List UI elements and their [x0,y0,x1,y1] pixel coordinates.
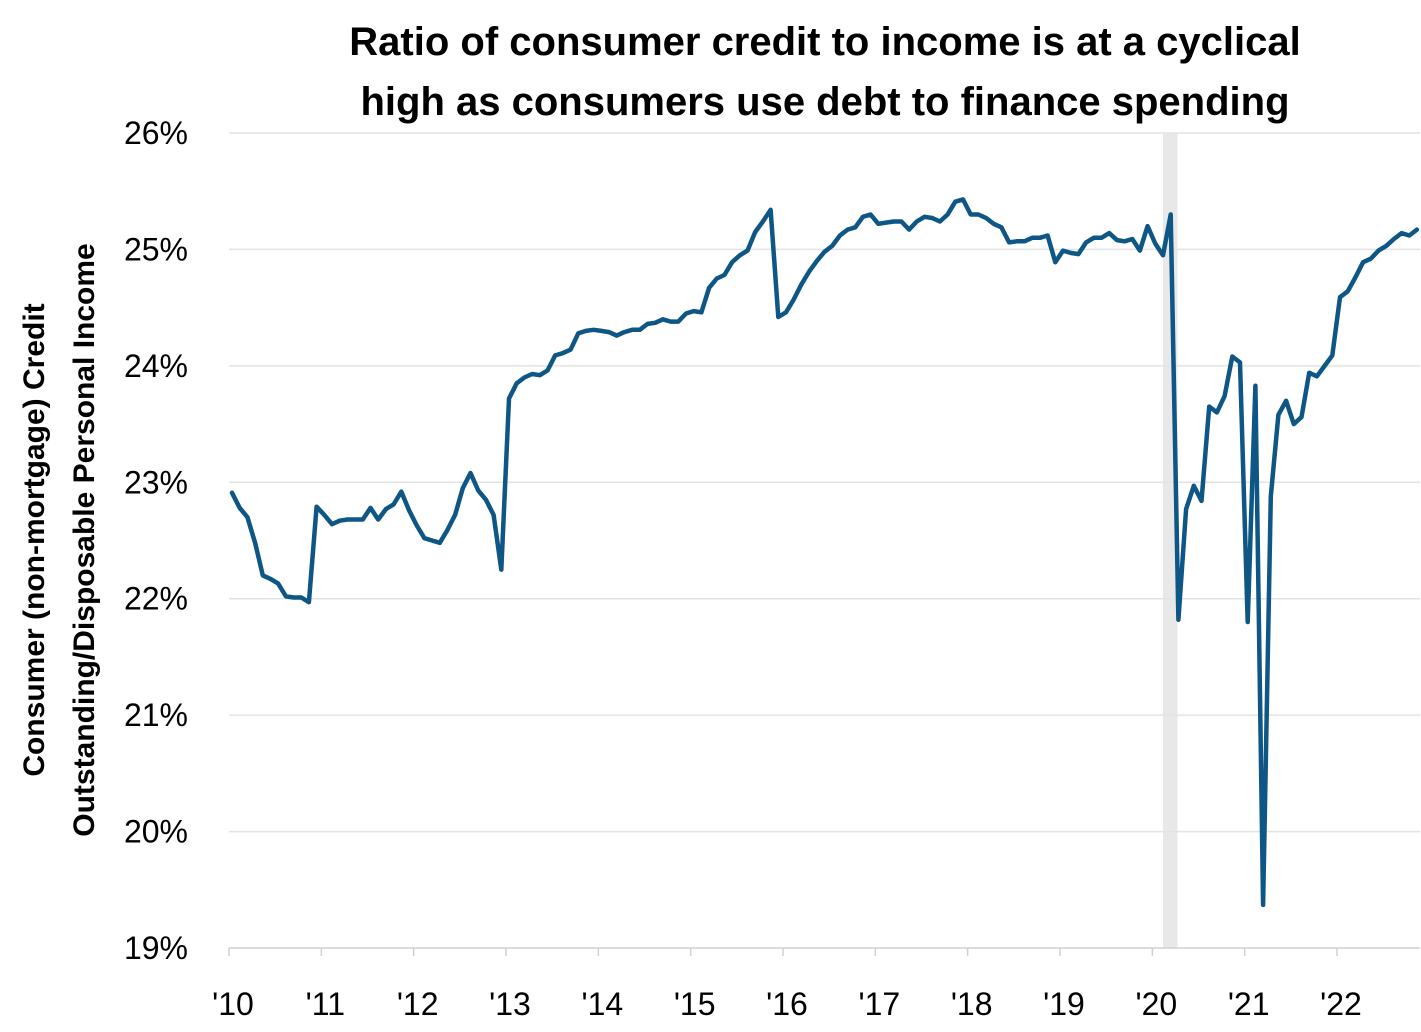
x-tick-label: '17 [858,986,900,1022]
x-tick-label: '12 [397,986,439,1022]
chart-title-line-2: high as consumers use debt to finance sp… [360,80,1290,124]
y-tick-label: 19% [124,930,188,966]
y-tick-label: 20% [124,814,188,850]
x-tick-label: '16 [766,986,808,1022]
x-tick-label: '18 [951,986,993,1022]
series-line [229,197,1420,908]
x-tick-label: '10 [212,986,254,1022]
y-tick-label: 24% [124,348,188,384]
x-tick-label: '19 [1043,986,1085,1022]
chart-title-line-1: Ratio of consumer credit to income is at… [349,20,1301,64]
x-tick-label: '15 [674,986,716,1022]
chart-title: Ratio of consumer credit to income is at… [229,12,1421,132]
x-tick-label: '22 [1320,986,1362,1022]
y-tick-label: 22% [124,581,188,617]
y-tick-label: 25% [124,231,188,267]
x-tick-label: '20 [1135,986,1177,1022]
x-tick-label: '13 [489,986,531,1022]
x-tick-label: '11 [306,986,345,1022]
x-tick-label: '21 [1228,986,1270,1022]
y-tick-label: 26% [124,115,188,151]
y-tick-label: 23% [124,464,188,500]
x-tick-label: '14 [581,986,623,1022]
y-tick-label: 21% [124,697,188,733]
